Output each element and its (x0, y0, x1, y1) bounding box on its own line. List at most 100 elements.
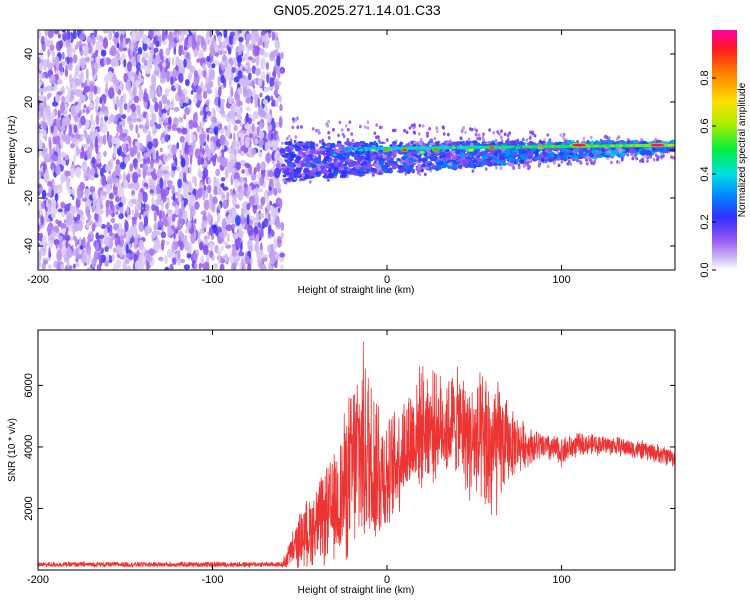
noise-cell (80, 151, 87, 158)
noise-cell (178, 59, 183, 66)
noise-cell (229, 159, 234, 170)
noise-cell (189, 194, 196, 206)
band-cell (316, 148, 321, 152)
noise-cell (88, 89, 94, 102)
noise-cell (110, 58, 118, 67)
band-cell (282, 166, 288, 169)
band-cell (555, 158, 561, 161)
noise-cell (68, 73, 73, 84)
band-cell (405, 143, 411, 148)
noise-cell (237, 229, 244, 239)
noise-cell (56, 262, 61, 270)
noise-cell (421, 124, 425, 128)
noise-cell (180, 44, 184, 51)
noise-cell (116, 124, 122, 133)
noise-cell (240, 122, 243, 127)
noise-cell (99, 35, 104, 43)
noise-cell (604, 134, 608, 139)
noise-cell (222, 53, 226, 63)
figure-title: GN05.2025.271.14.01.C33 (273, 2, 441, 18)
noise-cell (279, 66, 286, 74)
noise-cell (253, 184, 260, 189)
band-cell (303, 176, 310, 180)
noise-cell (38, 258, 41, 269)
noise-cell (153, 47, 159, 53)
noise-cell (54, 135, 60, 145)
noise-cell (151, 174, 158, 180)
noise-cell (50, 85, 54, 92)
noise-cell (51, 168, 55, 174)
noise-cell (267, 190, 273, 196)
noise-cell (153, 70, 160, 76)
noise-cell (186, 253, 192, 259)
noise-cell (135, 124, 139, 134)
noise-cell (78, 72, 84, 82)
noise-cell (317, 131, 321, 135)
noise-cell (258, 212, 265, 219)
band-cell (295, 166, 302, 171)
noise-cell (162, 155, 167, 161)
noise-cell (133, 50, 137, 57)
noise-cell (108, 192, 114, 200)
noise-cell (138, 239, 144, 251)
band-cell (279, 152, 286, 156)
noise-cell (212, 196, 218, 205)
noise-cell (220, 74, 225, 84)
noise-cell (123, 179, 129, 189)
noise-cell (136, 104, 141, 116)
noise-cell (38, 30, 41, 39)
noise-cell (418, 123, 422, 128)
band-cell (474, 150, 478, 153)
noise-cell (250, 256, 253, 266)
band-cell (286, 172, 291, 176)
noise-cell (159, 177, 164, 189)
noise-cell (270, 133, 274, 140)
noise-cell (446, 132, 450, 137)
noise-cell (98, 141, 102, 149)
noise-cell (221, 113, 227, 119)
noise-cell (125, 243, 129, 255)
noise-cell (240, 145, 247, 152)
band-cell (514, 154, 521, 157)
noise-cell (172, 257, 177, 266)
noise-cell (160, 71, 167, 79)
noise-cell (512, 166, 516, 171)
noise-cell (224, 240, 228, 246)
band-cell (574, 148, 578, 153)
noise-cell (73, 153, 77, 163)
noise-cell (162, 239, 165, 246)
noise-cell (378, 125, 382, 130)
noise-cell (270, 253, 276, 265)
noise-cell (171, 144, 178, 156)
noise-cell (150, 89, 154, 99)
noise-cell (231, 247, 238, 258)
noise-cell (243, 262, 247, 270)
noise-cell (68, 189, 72, 196)
noise-cell (255, 186, 259, 196)
noise-cell (180, 157, 186, 168)
noise-cell (503, 132, 507, 136)
noise-cell (53, 239, 60, 246)
noise-cell (264, 192, 268, 204)
noise-cell (280, 51, 284, 60)
noise-cell (108, 30, 113, 41)
band-peak (650, 143, 665, 147)
noise-cell (66, 248, 73, 259)
noise-cell (205, 144, 209, 155)
noise-cell (127, 214, 131, 220)
noise-cell (205, 82, 212, 90)
noise-cell (100, 49, 107, 57)
noise-cell (188, 119, 194, 130)
noise-cell (61, 117, 67, 128)
noise-cell (631, 156, 635, 161)
noise-cell (115, 196, 120, 203)
band-cell (396, 158, 401, 162)
noise-cell (91, 186, 95, 191)
noise-cell (55, 243, 59, 249)
band-cell (476, 151, 480, 156)
noise-cell (78, 113, 81, 118)
noise-cell (176, 142, 180, 150)
noise-cell (217, 212, 221, 224)
noise-cell (113, 247, 117, 253)
noise-cell (245, 97, 252, 104)
